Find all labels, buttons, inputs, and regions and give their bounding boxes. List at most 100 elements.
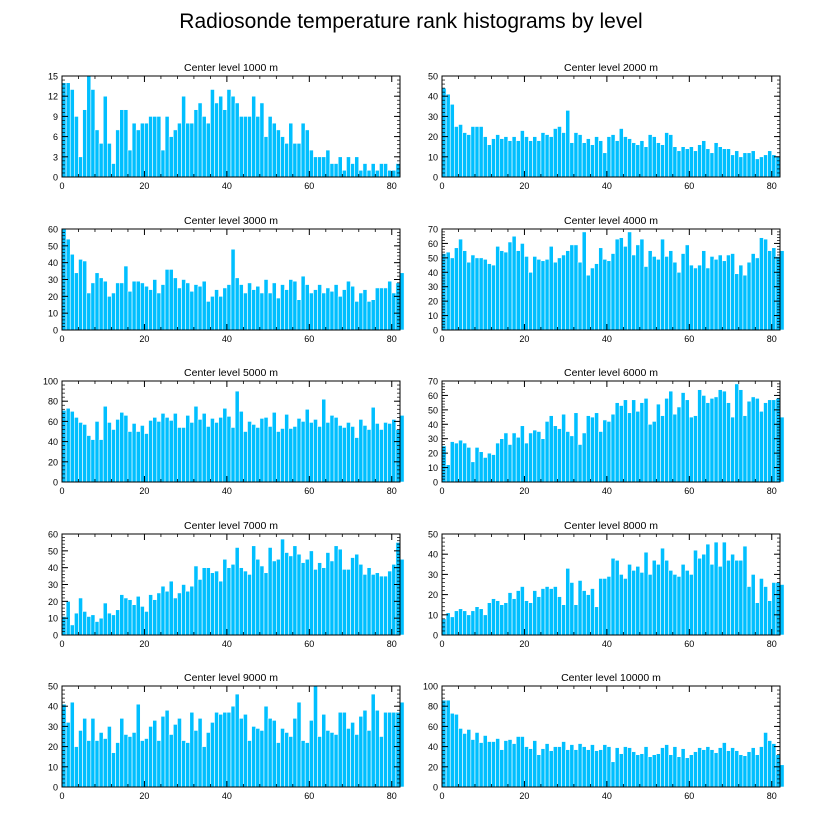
histogram-bar bbox=[98, 277, 104, 331]
y-tick-label: 6 bbox=[53, 132, 58, 142]
x-tick-label: 80 bbox=[767, 181, 777, 191]
histogram-bar bbox=[482, 258, 488, 331]
x-tick-label: 40 bbox=[602, 486, 612, 496]
histogram-bar bbox=[680, 253, 686, 331]
histogram-bar bbox=[255, 285, 261, 331]
histogram-bar bbox=[374, 423, 380, 483]
histogram-bar bbox=[172, 597, 178, 636]
histogram-bar bbox=[189, 122, 195, 178]
histogram-bar bbox=[280, 538, 285, 636]
histogram-bar bbox=[721, 260, 727, 331]
histogram-bar bbox=[366, 169, 372, 178]
histogram-bar bbox=[631, 254, 637, 331]
histogram-bar bbox=[230, 95, 236, 178]
histogram-bar bbox=[309, 149, 314, 178]
histogram-bar bbox=[201, 746, 207, 788]
histogram-bar bbox=[115, 419, 121, 483]
histogram-bar bbox=[557, 126, 562, 178]
y-tick-label: 20 bbox=[48, 457, 58, 467]
histogram-bar bbox=[520, 586, 525, 636]
histogram-bar bbox=[466, 729, 472, 788]
histogram-bar bbox=[561, 741, 566, 788]
histogram-bar bbox=[602, 744, 608, 788]
histogram-bar bbox=[705, 543, 711, 636]
histogram-bar bbox=[346, 569, 351, 636]
histogram-bar bbox=[300, 740, 306, 788]
histogram-bar bbox=[185, 122, 191, 178]
histogram-bar bbox=[321, 292, 327, 331]
histogram-bar bbox=[643, 266, 649, 331]
histogram-bar bbox=[181, 427, 186, 483]
histogram-bar bbox=[222, 407, 228, 483]
histogram-bar bbox=[280, 428, 285, 483]
histogram-bar bbox=[581, 231, 587, 331]
y-tick-label: 3 bbox=[53, 152, 58, 162]
histogram-bar bbox=[557, 257, 562, 331]
histogram-bar bbox=[660, 547, 665, 636]
histogram-bar bbox=[738, 389, 744, 483]
histogram-bar bbox=[300, 421, 306, 483]
histogram-bar bbox=[127, 290, 133, 331]
histogram-bar bbox=[78, 597, 83, 636]
histogram-bar bbox=[280, 136, 285, 178]
y-tick-label: 80 bbox=[48, 397, 58, 407]
histogram-bar bbox=[329, 163, 335, 178]
histogram-bar bbox=[565, 250, 571, 331]
histogram-bar bbox=[606, 746, 612, 788]
histogram-bar bbox=[185, 742, 191, 788]
histogram-bar bbox=[395, 711, 401, 788]
x-tick-label: 40 bbox=[602, 181, 612, 191]
histogram-bar bbox=[181, 279, 186, 331]
histogram-bar bbox=[482, 735, 488, 788]
histogram-bar bbox=[247, 421, 252, 483]
histogram-bar bbox=[445, 251, 451, 331]
histogram-bar bbox=[296, 143, 302, 178]
histogram-bar bbox=[304, 284, 310, 331]
x-tick-label: 20 bbox=[139, 639, 149, 649]
histogram-bar bbox=[734, 559, 740, 636]
histogram-bar bbox=[598, 749, 604, 788]
histogram-bar bbox=[135, 280, 141, 331]
histogram-bar bbox=[350, 285, 355, 331]
histogram-bar bbox=[160, 413, 166, 483]
histogram-bar bbox=[65, 238, 71, 331]
histogram-bar bbox=[577, 743, 583, 788]
histogram-bar bbox=[664, 744, 670, 788]
histogram-bar bbox=[65, 722, 71, 788]
histogram-bar bbox=[639, 140, 645, 178]
histogram-bar bbox=[693, 549, 698, 636]
histogram-bar bbox=[263, 136, 269, 178]
y-tick-label: 0 bbox=[433, 173, 438, 183]
histogram-bar bbox=[664, 256, 670, 331]
plot-frame bbox=[441, 75, 781, 178]
histogram-bar bbox=[243, 570, 248, 636]
histogram-bar bbox=[614, 747, 620, 788]
histogram-bar bbox=[548, 246, 554, 331]
histogram-bar bbox=[383, 422, 388, 483]
histogram-bar bbox=[309, 550, 314, 636]
histogram-bar bbox=[676, 150, 682, 178]
x-tick-label: 80 bbox=[387, 486, 397, 496]
histogram-bar bbox=[148, 594, 153, 636]
histogram-bar bbox=[750, 396, 756, 483]
histogram-bar bbox=[111, 163, 116, 178]
histogram-bar bbox=[491, 264, 496, 331]
histogram-bar bbox=[172, 724, 178, 788]
histogram-bar bbox=[399, 558, 405, 636]
histogram-bar bbox=[350, 163, 355, 178]
histogram-bar bbox=[540, 748, 546, 788]
histogram-bar bbox=[341, 289, 347, 331]
histogram-bar bbox=[354, 437, 360, 483]
histogram-bar bbox=[119, 109, 125, 178]
histogram-bar bbox=[462, 250, 468, 331]
histogram-bar bbox=[387, 711, 393, 788]
histogram-bar bbox=[623, 578, 628, 636]
x-tick-label: 60 bbox=[684, 791, 694, 801]
histogram-bar bbox=[705, 402, 711, 483]
histogram-bar bbox=[259, 730, 265, 788]
histogram-bar bbox=[602, 152, 608, 178]
histogram-bar bbox=[585, 749, 591, 788]
histogram-bar bbox=[470, 610, 476, 636]
histogram-bar bbox=[742, 415, 748, 483]
histogram-bar bbox=[717, 566, 723, 636]
